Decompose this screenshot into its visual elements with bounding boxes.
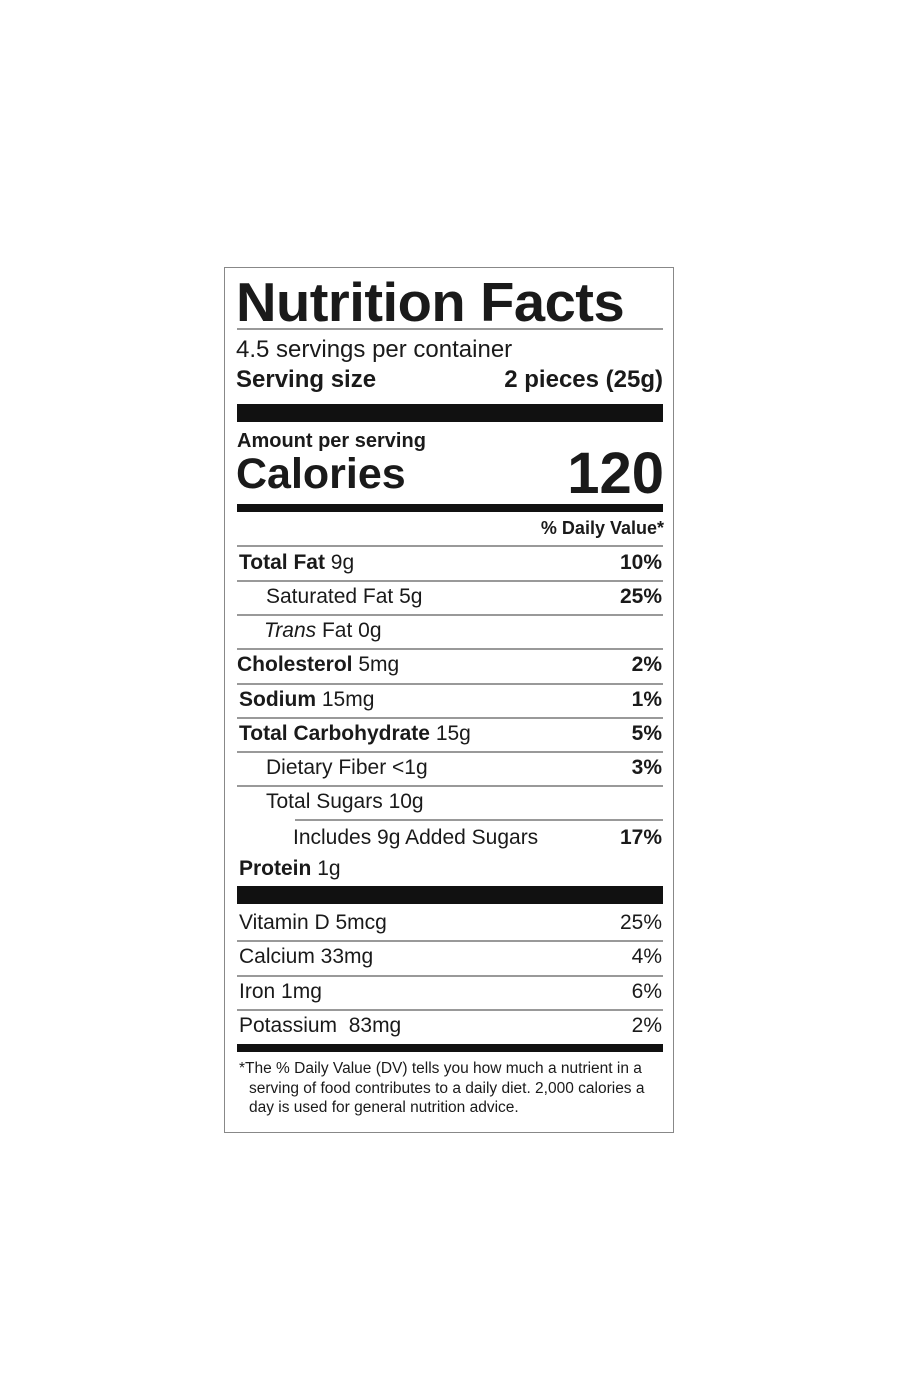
nutrient-dv: 5% xyxy=(631,722,662,745)
divider xyxy=(237,1009,663,1011)
vitamin-dv: 2% xyxy=(631,1014,662,1037)
vitamin-name: Vitamin D 5mcg xyxy=(239,911,387,934)
nutrient-row-saturated-fat: Saturated Fat 5g 25% xyxy=(237,580,662,614)
nutrient-name: Includes 9g Added Sugars xyxy=(293,826,539,849)
nutrient-amount: 15mg xyxy=(321,688,375,711)
daily-value-header: % Daily Value* xyxy=(540,518,664,538)
vitamin-name: Iron 1mg xyxy=(239,980,322,1003)
divider xyxy=(237,614,663,616)
nutrient-name: Dietary Fiber xyxy=(266,756,387,779)
vitamin-row: Vitamin D 5mcg 25% xyxy=(237,906,662,940)
divider xyxy=(237,940,663,942)
medium-divider xyxy=(237,1044,663,1052)
nutrient-row-total-fat: Total Fat 9g 10% xyxy=(237,546,662,580)
nutrient-row-cholesterol: Cholesterol 5mg 2% xyxy=(237,648,662,682)
nutrient-name: Cholesterol xyxy=(237,653,353,676)
divider xyxy=(237,751,663,753)
thick-divider xyxy=(237,886,663,904)
nutrient-dv: 3% xyxy=(631,756,662,779)
footnote-line: *The % Daily Value (DV) tells you how mu… xyxy=(239,1060,642,1077)
nutrient-dv: 2% xyxy=(631,653,662,676)
nutrient-row-trans-fat: Trans Fat 0g xyxy=(237,614,662,648)
nutrient-name: Total Sugars xyxy=(266,790,383,813)
nutrient-dv: 25% xyxy=(619,585,662,608)
divider xyxy=(237,683,663,685)
nutrient-row-added-sugars: Includes 9g Added Sugars 17% xyxy=(237,821,662,855)
divider xyxy=(237,580,663,582)
vitamin-dv: 6% xyxy=(631,980,662,1003)
serving-size-label: Serving size xyxy=(236,366,377,393)
nutrient-name: Saturated Fat xyxy=(266,585,394,608)
vitamin-dv: 4% xyxy=(631,945,662,968)
nutrient-dv: 1% xyxy=(631,688,662,711)
servings-per-container: 4.5 servings per container xyxy=(236,336,513,363)
nutrient-dv: 17% xyxy=(619,826,662,849)
footnote-line: serving of food contributes to a daily d… xyxy=(249,1079,645,1097)
nutrient-amount: 5mg xyxy=(358,653,400,676)
nutrient-amount: 5g xyxy=(399,585,423,608)
nutrient-name: Protein xyxy=(239,857,312,880)
vitamin-name: Potassium 83mg xyxy=(239,1014,402,1037)
medium-divider xyxy=(237,504,663,512)
nutrient-amount: 1g xyxy=(317,857,341,880)
nutrient-row-protein: Protein 1g xyxy=(237,852,662,886)
footnote-line: day is used for general nutrition advice… xyxy=(249,1099,519,1116)
nutrient-row-sodium: Sodium 15mg 1% xyxy=(237,683,662,717)
vitamin-name: Calcium 33mg xyxy=(239,945,374,968)
divider xyxy=(237,975,663,977)
divider xyxy=(237,717,663,719)
nutrient-amount: <1g xyxy=(392,756,428,779)
divider xyxy=(295,819,663,821)
nutrition-label xyxy=(224,267,674,1133)
nutrient-row-total-sugars: Total Sugars 10g xyxy=(237,785,662,819)
nutrient-name-suffix: Fat xyxy=(321,619,353,642)
divider xyxy=(237,328,663,330)
calories-label: Calories xyxy=(236,450,406,498)
nutrient-dv: 10% xyxy=(619,551,662,574)
divider xyxy=(237,648,663,650)
vitamin-row: Potassium 83mg 2% xyxy=(237,1009,662,1043)
nutrient-name: Total Carbohydrate xyxy=(239,722,430,745)
footnote: *The % Daily Value (DV) tells you how mu… xyxy=(239,1059,667,1118)
serving-size: Serving size 2 pieces (25g) xyxy=(236,366,663,394)
vitamin-row: Iron 1mg 6% xyxy=(237,975,662,1009)
nutrient-amount: 15g xyxy=(435,722,471,745)
divider xyxy=(237,545,663,547)
nutrient-amount: 10g xyxy=(388,790,424,813)
calories-value: 120 xyxy=(567,441,664,506)
thick-divider xyxy=(237,404,663,422)
amount-per-serving: Amount per serving xyxy=(237,430,426,452)
vitamin-dv: 25% xyxy=(619,911,662,934)
nutrient-amount: 9g xyxy=(330,551,355,574)
nutrient-row-dietary-fiber: Dietary Fiber <1g 3% xyxy=(237,751,662,785)
serving-size-value: 2 pieces (25g) xyxy=(504,366,663,393)
nutrient-name: Total Fat xyxy=(239,551,325,574)
nutrient-amount: 0g xyxy=(358,619,382,642)
label-title: Nutrition Facts xyxy=(236,271,625,333)
nutrient-name: Sodium xyxy=(239,688,316,711)
vitamin-row: Calcium 33mg 4% xyxy=(237,940,662,974)
nutrient-row-total-carbohydrate: Total Carbohydrate 15g 5% xyxy=(237,717,662,751)
nutrient-name: Trans xyxy=(264,619,317,642)
divider xyxy=(237,785,663,787)
